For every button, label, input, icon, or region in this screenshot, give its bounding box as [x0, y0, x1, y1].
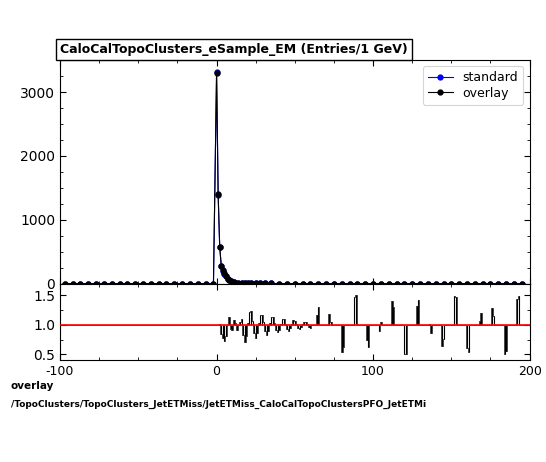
Line: standard: standard: [62, 70, 524, 286]
Legend: standard, overlay: standard, overlay: [423, 67, 524, 105]
Text: overlay: overlay: [11, 381, 54, 391]
overlay: [221, 271, 228, 276]
standard: [62, 281, 68, 286]
overlay: [62, 281, 68, 286]
overlay: [472, 281, 478, 286]
standard: [519, 281, 525, 286]
overlay: [268, 281, 275, 286]
standard: [276, 281, 282, 286]
overlay: [179, 281, 186, 286]
standard: [268, 281, 275, 286]
overlay: [187, 281, 193, 286]
standard: [213, 69, 220, 75]
Text: CaloCalTopoClusters_eSample_EM (Entries/1 GeV): CaloCalTopoClusters_eSample_EM (Entries/…: [60, 43, 408, 56]
Text: /TopoClusters/TopoClusters_JetETMiss/JetETMiss_CaloCalTopoClustersPFO_JetETMi: /TopoClusters/TopoClusters_JetETMiss/Jet…: [11, 400, 426, 409]
standard: [472, 281, 478, 286]
standard: [187, 281, 193, 286]
standard: [179, 281, 186, 286]
Line: overlay: overlay: [62, 70, 524, 286]
overlay: [213, 70, 220, 76]
standard: [221, 271, 228, 277]
overlay: [276, 281, 282, 286]
overlay: [519, 281, 525, 286]
